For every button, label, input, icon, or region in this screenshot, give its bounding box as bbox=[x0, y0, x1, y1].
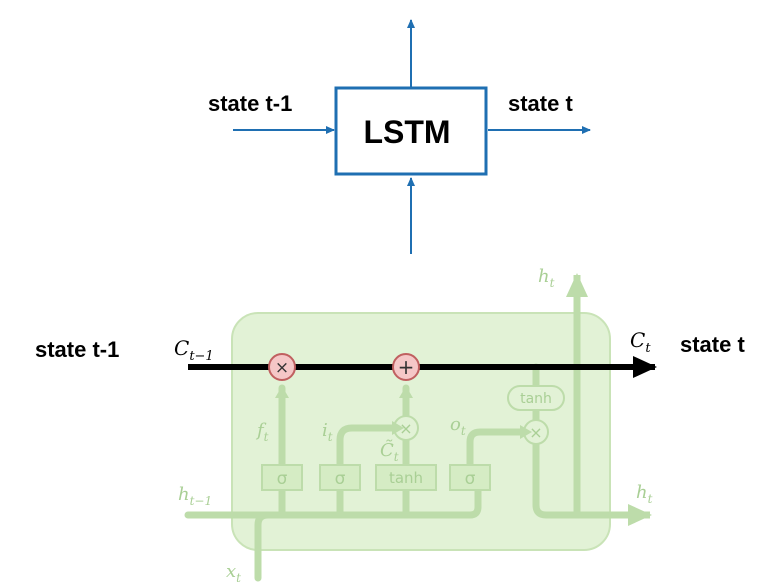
cell-state-out-label: Ct bbox=[630, 328, 651, 356]
candidate-arrowhead bbox=[399, 386, 413, 398]
candidate-multiply-symbol: × bbox=[399, 419, 412, 438]
tanh-op-label: tanh bbox=[520, 391, 552, 407]
input-gate-box bbox=[319, 464, 361, 491]
cell-internal-wiring bbox=[184, 286, 639, 582]
faint-math-labels: ft it C̃t ot ht−1 ht ht xt bbox=[178, 266, 653, 585]
output-gate-sigma: σ bbox=[465, 469, 476, 489]
input-x-label: xt bbox=[226, 561, 241, 585]
output-multiply-symbol: × bbox=[529, 423, 542, 442]
cell-state-out-subscript: t bbox=[645, 341, 651, 356]
input-gate-label: it bbox=[322, 420, 333, 444]
output-gate-label: ot bbox=[450, 414, 466, 438]
hidden-out-right-label: ht bbox=[636, 482, 653, 506]
output-gate-arrowhead bbox=[520, 425, 532, 439]
add-op bbox=[392, 353, 420, 381]
forget-multiply-op bbox=[268, 353, 296, 381]
candidate-label: C̃t bbox=[380, 439, 399, 464]
candidate-gate-tanh: tanh bbox=[389, 469, 423, 487]
bottom-lstm-cell-diagram: σ σ tanh σ × × tanh ft it C̃t ot h bbox=[35, 266, 745, 585]
gate-boxes: σ σ tanh σ bbox=[261, 464, 491, 491]
hidden-out-top-label: ht bbox=[538, 266, 555, 290]
lstm-box-label: LSTM bbox=[363, 114, 450, 150]
add-symbol: + bbox=[398, 355, 415, 379]
top-left-state-label: state t-1 bbox=[208, 91, 292, 116]
tanh-op bbox=[507, 385, 565, 411]
forget-multiply-symbol: × bbox=[275, 358, 289, 378]
cell-state-in-subscript: t−1 bbox=[189, 349, 213, 364]
input-gate-arrowhead bbox=[392, 421, 404, 435]
bottom-right-state-label: state t bbox=[680, 332, 745, 357]
hidden-in-label: ht−1 bbox=[178, 484, 212, 508]
input-gate-sigma: σ bbox=[335, 469, 346, 489]
lstm-box bbox=[334, 86, 488, 176]
output-gate-box bbox=[449, 464, 491, 491]
top-lstm-diagram: LSTM state t-1 state t bbox=[208, 19, 591, 254]
faint-ops: × × tanh bbox=[393, 385, 565, 445]
cell-state-in-label: Ct−1 bbox=[174, 336, 214, 364]
top-right-state-label: state t bbox=[508, 91, 573, 116]
forget-gate-sigma: σ bbox=[277, 469, 288, 489]
forget-gate-arrowhead bbox=[275, 386, 289, 398]
forget-gate-box bbox=[261, 464, 303, 491]
candidate-gate-box bbox=[375, 464, 437, 491]
bottom-left-state-label: state t-1 bbox=[35, 337, 119, 362]
